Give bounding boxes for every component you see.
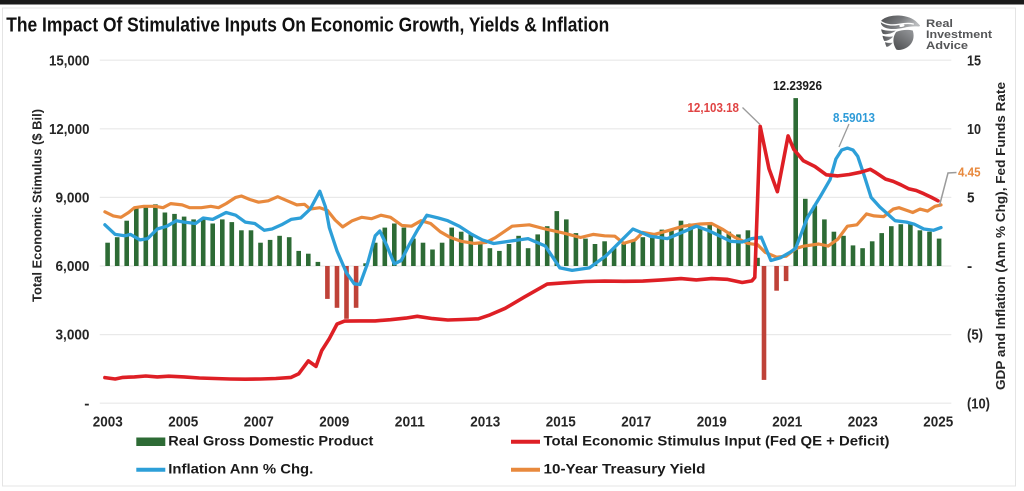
svg-text:GDP and Inflation (Ann % Chg),: GDP and Inflation (Ann % Chg), Fed Funds… [994, 82, 1008, 390]
svg-text:2003: 2003 [93, 414, 123, 431]
svg-text:Real: Real [926, 18, 953, 30]
svg-text:The Impact Of Stimulative Inpu: The Impact Of Stimulative Inputs On Econ… [6, 15, 609, 37]
svg-text:Investment: Investment [926, 29, 992, 41]
svg-text:(10): (10) [967, 395, 990, 412]
svg-text:8.59013: 8.59013 [833, 110, 875, 125]
svg-text:10-Year Treasury Yield: 10-Year Treasury Yield [544, 462, 706, 477]
svg-text:6,000: 6,000 [56, 258, 90, 275]
svg-text:12.23926: 12.23926 [773, 78, 822, 93]
svg-text:10: 10 [967, 121, 981, 138]
svg-text:5: 5 [967, 190, 975, 207]
svg-text:Total Economic Stimulus Input: Total Economic Stimulus Input (Fed QE + … [544, 434, 890, 449]
svg-text:15: 15 [967, 52, 981, 69]
svg-text:9,000: 9,000 [56, 190, 90, 207]
svg-text:2015: 2015 [546, 414, 576, 431]
svg-text:2025: 2025 [923, 414, 953, 431]
svg-text:Advice: Advice [926, 40, 968, 52]
svg-text:-: - [967, 258, 972, 275]
svg-text:4.45: 4.45 [958, 165, 981, 180]
svg-text:2009: 2009 [319, 414, 349, 431]
svg-text:2023: 2023 [848, 414, 878, 431]
svg-text:12,000: 12,000 [49, 121, 90, 138]
svg-text:2019: 2019 [697, 414, 727, 431]
svg-text:2021: 2021 [772, 414, 802, 431]
svg-text:15,000: 15,000 [49, 52, 90, 69]
svg-text:Total Economic Stimulus ($ Bil: Total Economic Stimulus ($ Bil) [31, 109, 45, 302]
svg-text:2007: 2007 [244, 414, 274, 431]
svg-text:2011: 2011 [395, 414, 425, 431]
svg-text:12,103.18: 12,103.18 [688, 100, 740, 115]
svg-text:2005: 2005 [168, 414, 198, 431]
svg-text:2017: 2017 [621, 414, 651, 431]
svg-text:Real Gross Domestic Product: Real Gross Domestic Product [168, 434, 374, 449]
svg-text:(5): (5) [967, 327, 983, 344]
svg-text:-: - [84, 395, 89, 412]
svg-text:3,000: 3,000 [56, 327, 90, 344]
svg-text:2013: 2013 [470, 414, 500, 431]
svg-text:Inflation Ann % Chg.: Inflation Ann % Chg. [168, 462, 313, 477]
